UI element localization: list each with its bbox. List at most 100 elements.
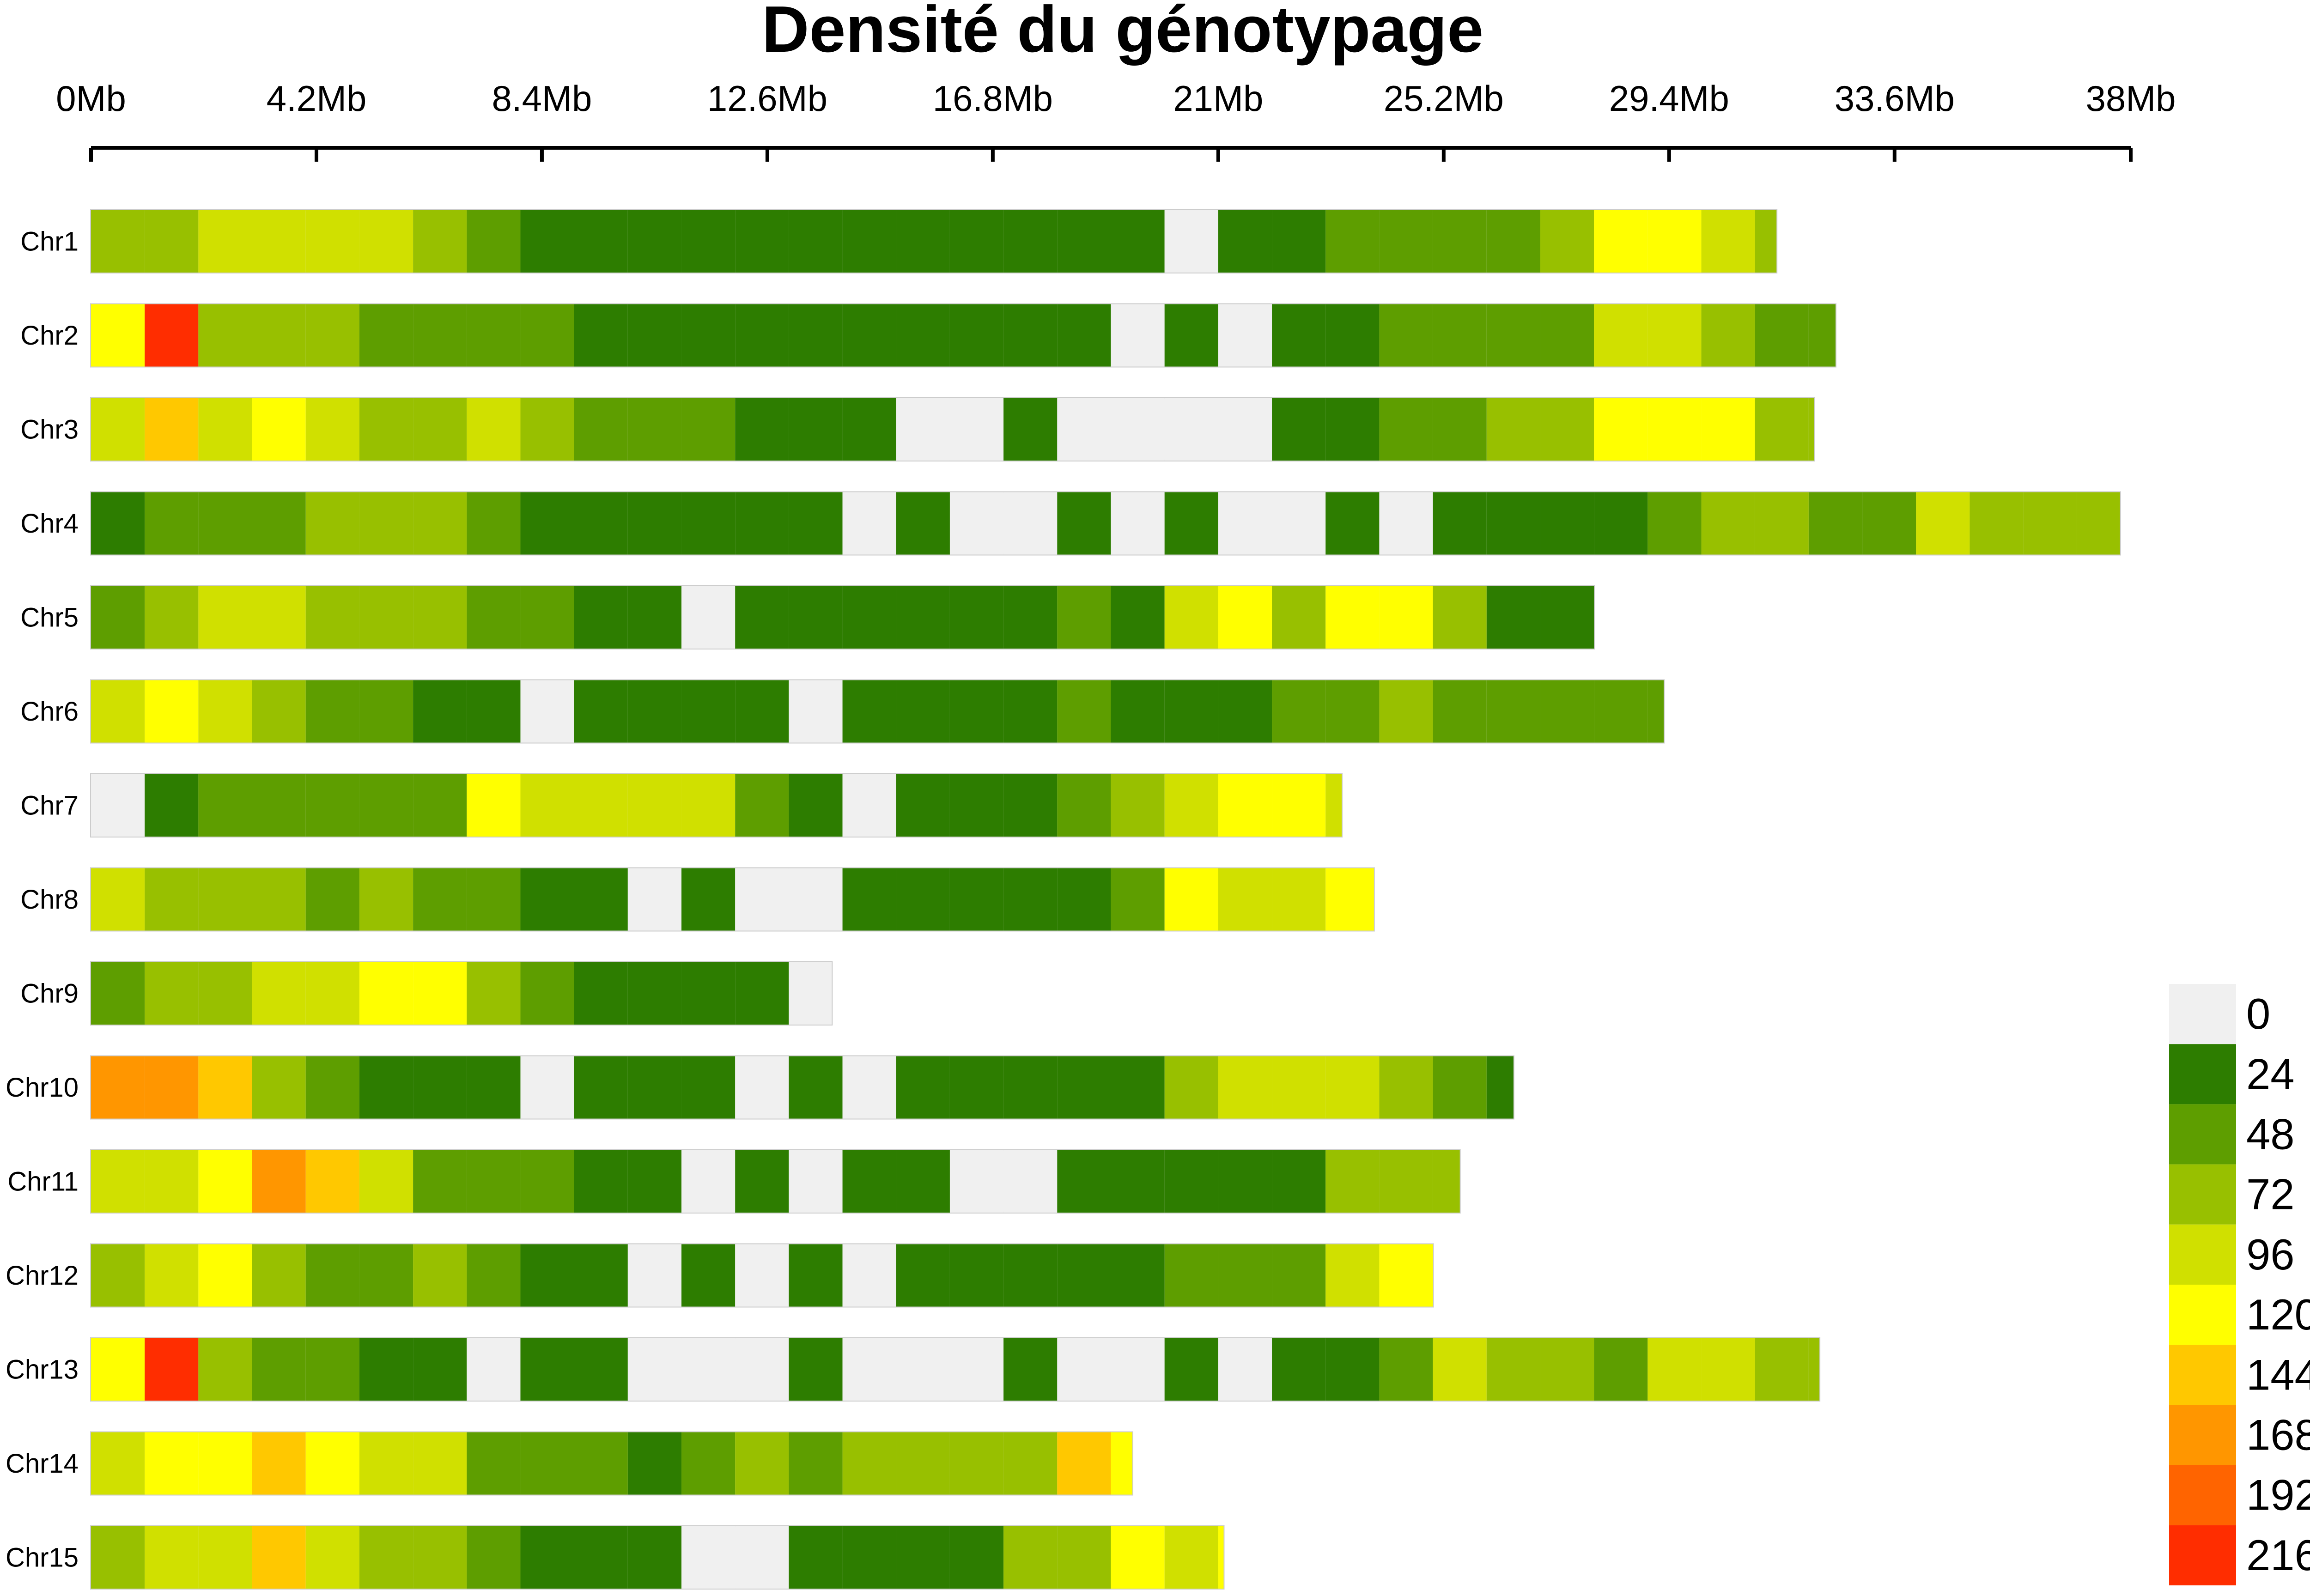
density-bin (305, 868, 359, 931)
density-bin (1003, 304, 1058, 367)
density-bin (359, 1150, 413, 1213)
density-bin (1379, 398, 1433, 461)
density-bin (735, 210, 789, 273)
chromosome-track-chr8: Chr8 (20, 867, 1375, 932)
density-bin (520, 680, 574, 743)
density-bin (1164, 492, 1218, 555)
density-bin (1218, 868, 1272, 931)
density-bin (896, 774, 950, 837)
density-bin (789, 1432, 843, 1495)
density-bin (252, 680, 306, 743)
density-bin (145, 398, 199, 461)
density-bin (627, 868, 682, 931)
density-bin (896, 586, 950, 649)
chromosome-label: Chr1 (20, 227, 79, 257)
density-bin (1540, 304, 1594, 367)
density-bin (735, 962, 789, 1025)
density-bin (789, 680, 843, 743)
density-bin (789, 1244, 843, 1307)
density-bin (252, 210, 306, 273)
density-bin (1970, 492, 2024, 555)
density-bin (627, 210, 682, 273)
density-bin (627, 492, 682, 555)
density-bin (1111, 492, 1165, 555)
density-bin (413, 774, 467, 837)
density-bin (949, 774, 1004, 837)
density-bin (359, 586, 413, 649)
density-bin (305, 962, 359, 1025)
density-bin (413, 1432, 467, 1495)
density-bin (467, 1526, 521, 1589)
density-bin (359, 774, 413, 837)
density-bin (91, 1526, 145, 1589)
density-bin (91, 774, 145, 837)
density-bin (1111, 304, 1165, 367)
x-tick-label: 21Mb (1173, 78, 1263, 119)
density-bin (1164, 1526, 1218, 1589)
density-bin (1379, 680, 1433, 743)
density-bin (842, 774, 896, 837)
density-bin (1164, 1150, 1218, 1213)
density-bin (574, 398, 628, 461)
density-bin (949, 1526, 1004, 1589)
chromosome-label: Chr8 (20, 885, 79, 915)
density-bin (1701, 1338, 1755, 1401)
density-bin (574, 1432, 628, 1495)
density-bin (896, 398, 950, 461)
density-bin (574, 1338, 628, 1401)
density-bin (91, 1244, 145, 1307)
density-bin (627, 398, 682, 461)
density-bin (252, 492, 306, 555)
density-bin (359, 398, 413, 461)
density-bin (1379, 210, 1433, 273)
density-bin (1057, 868, 1111, 931)
density-bin (1433, 680, 1487, 743)
legend-label: 168 (2246, 1411, 2310, 1459)
density-bin (1111, 1150, 1165, 1213)
density-bin (789, 586, 843, 649)
density-bin (467, 962, 521, 1025)
chromosome-label: Chr14 (6, 1449, 79, 1479)
density-bin (574, 210, 628, 273)
density-bin (198, 1526, 252, 1589)
density-bin (1808, 304, 1836, 367)
chromosome-track-chr15: Chr15 (6, 1525, 1225, 1590)
density-bin (1003, 1056, 1058, 1119)
density-bin (842, 304, 896, 367)
x-tick-label: 25.2Mb (1384, 78, 1504, 119)
density-bin (305, 586, 359, 649)
density-bin (305, 1056, 359, 1119)
density-bin (1325, 492, 1380, 555)
density-bin (681, 680, 736, 743)
density-bin (1594, 398, 1648, 461)
density-bin (789, 398, 843, 461)
density-bin (1218, 1150, 1272, 1213)
density-bin (896, 1338, 950, 1401)
density-bin (949, 868, 1004, 931)
density-bin (1057, 586, 1111, 649)
density-bin (1594, 304, 1648, 367)
density-bin (1218, 210, 1272, 273)
x-tick-label: 4.2Mb (267, 78, 367, 119)
density-bin (520, 1338, 574, 1401)
density-bin (198, 210, 252, 273)
density-bin (1003, 492, 1058, 555)
density-bin (520, 492, 574, 555)
density-bin (842, 586, 896, 649)
density-bin (252, 1056, 306, 1119)
density-bin (252, 1526, 306, 1589)
density-bin (145, 210, 199, 273)
density-bin (1218, 774, 1272, 837)
density-bin (1755, 304, 1809, 367)
density-bin (1486, 586, 1540, 649)
density-bin (145, 1150, 199, 1213)
density-bin (1003, 398, 1058, 461)
density-bin (1379, 1056, 1433, 1119)
density-bin (735, 492, 789, 555)
density-bin (413, 1150, 467, 1213)
chromosome-track-chr1: Chr1 (20, 209, 1778, 273)
density-bin (735, 774, 789, 837)
density-bin (627, 1526, 682, 1589)
density-bin (789, 304, 843, 367)
density-bin (1111, 1526, 1165, 1589)
